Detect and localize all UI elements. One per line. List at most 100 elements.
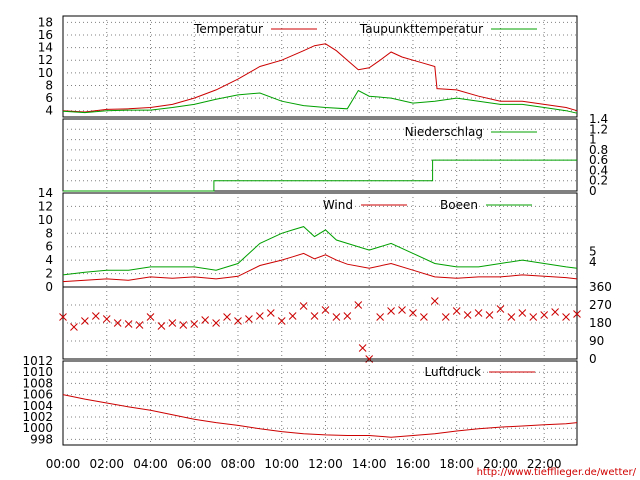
y-tick-label: 8 [45,226,53,240]
series-line-boeen [62,226,578,276]
x-tick-label: 14:00 [352,457,387,471]
y-tick-label: 1004 [22,399,53,413]
right-tick-label: 4 [589,255,597,269]
y-tick-label: 12 [38,53,53,67]
y-tick-label: 1006 [22,388,53,402]
series-line-luftdruck [62,394,578,438]
x-tick-label: 06:00 [177,457,212,471]
y-tick-label: 4 [45,253,53,267]
y-tick-label: 10 [38,66,53,80]
x-tick-label: 18:00 [439,457,474,471]
y-tick-label: 0.4 [589,163,608,177]
y-tick-label: 1000 [22,421,53,435]
direction-point [124,320,133,328]
direction-point [332,313,341,321]
direction-point [223,313,231,321]
footer-url[interactable]: http://www.tiefflieger.de/wetter/ [477,467,637,478]
direction-point [441,313,450,321]
direction-point [266,309,275,317]
x-tick-label: 12:00 [308,457,343,471]
y-tick-label: 14 [38,186,53,200]
direction-point [376,313,385,321]
direction-point [135,321,144,329]
x-tick-label: 20:00 [483,457,518,471]
y-tick-label: 180 [589,316,612,330]
y-tick-label: 0 [589,352,597,366]
legend-label: Niederschlag [405,125,483,139]
direction-point [573,310,581,318]
panel-frame [62,118,578,192]
y-tick-label: 1 [589,133,597,147]
direction-point [321,306,330,314]
y-tick-label: 10 [38,213,53,227]
legend-label: Taupunkttemperatur [359,22,483,36]
y-tick-label: 12 [38,199,53,213]
y-tick-label: 1.4 [589,112,608,126]
direction-point [463,311,472,319]
y-tick-label: 90 [589,334,604,348]
direction-point [485,311,494,319]
y-tick-label: 1010 [22,365,53,379]
y-tick-label: 16 [38,28,53,42]
direction-point [409,309,417,317]
direction-point [168,319,177,327]
direction-point [507,313,516,321]
y-tick-label: 270 [589,298,612,312]
direction-point [91,312,100,320]
x-tick-label: 16:00 [396,457,431,471]
x-tick-label: 04:00 [133,457,168,471]
direction-point [452,307,461,315]
direction-point [179,321,188,329]
direction-point [474,309,483,317]
direction-point [288,312,297,320]
direction-point [245,315,253,323]
direction-point [540,311,549,319]
direction-point [81,317,89,325]
x-tick-label: 22:00 [527,457,562,471]
direction-point [157,322,166,330]
direction-point [420,313,428,321]
legend-label: Luftdruck [424,365,481,379]
direction-point [551,308,559,316]
direction-point [358,344,367,352]
y-tick-label: 0.2 [589,174,608,188]
y-tick-label: 14 [38,41,53,55]
series-line-niederschlag [63,159,577,192]
direction-point [70,323,78,331]
precipitation-panel: 00.20.40.60.811.21.4 Niederschlag [62,112,608,198]
direction-point [354,301,363,309]
y-tick-label: 360 [589,280,612,294]
direction-point [496,305,505,313]
direction-point [430,297,439,305]
y-tick-label: 1002 [22,410,53,424]
y-tick-label: 8 [45,78,53,92]
direction-point [299,302,308,310]
y-tick-label: 1008 [22,376,53,390]
right-tick-label: 5 [589,244,597,258]
panel-frame [62,192,578,288]
direction-point [343,312,352,320]
y-tick-label: 998 [30,432,53,446]
direction-point [562,313,570,321]
direction-point [398,306,406,314]
direction-point [234,317,242,325]
wind-direction-panel: 0 90 180 270 360 [59,280,612,366]
x-tick-label: 08:00 [221,457,256,471]
legend-label: Boeen [440,198,478,212]
x-tick-label: 10:00 [264,457,299,471]
y-tick-label: 6 [45,91,53,105]
y-tick-label: 1.2 [589,122,608,136]
series-line-taupunkttemperatur [62,89,578,114]
direction-point [102,315,111,323]
direction-point [277,317,286,325]
direction-point [529,313,538,321]
series-line-wind [62,252,578,283]
direction-point [201,316,210,324]
series-line-temperatur [62,43,578,113]
direction-point [387,307,395,315]
x-tick-label: 02:00 [89,457,124,471]
